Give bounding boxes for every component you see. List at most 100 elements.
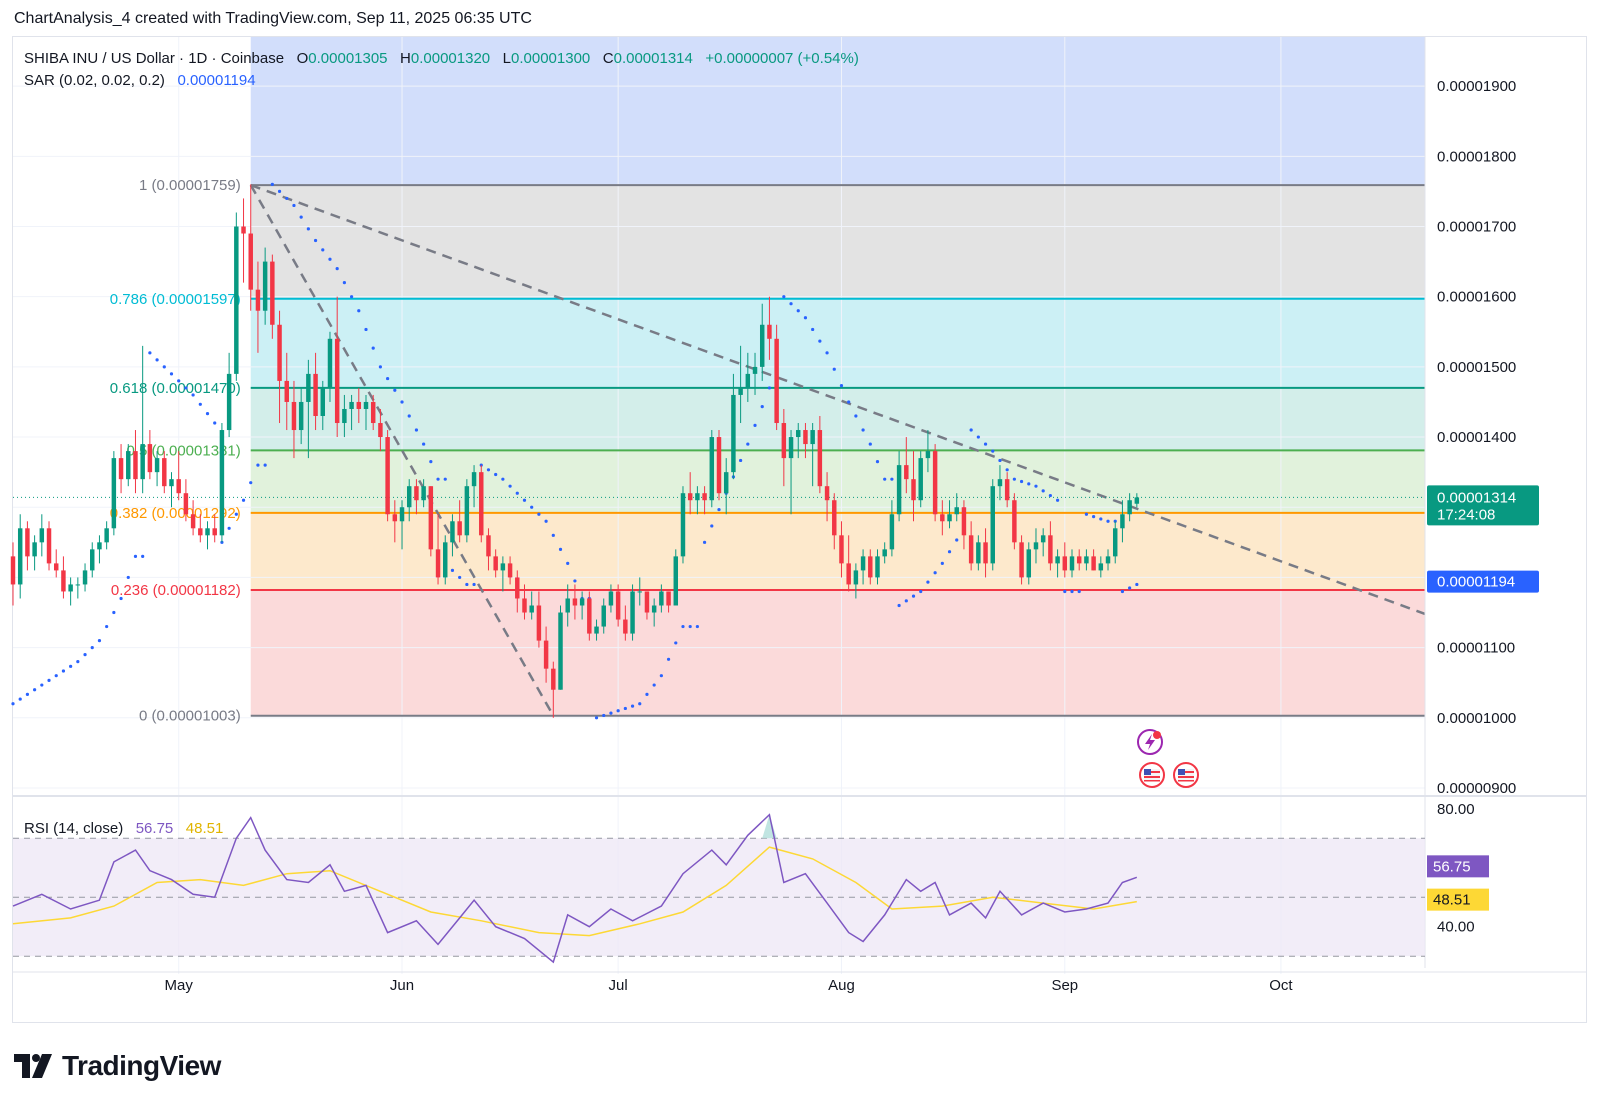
candle[interactable] <box>342 394 347 438</box>
candle[interactable] <box>659 584 664 613</box>
candle[interactable] <box>774 324 779 431</box>
candle[interactable] <box>565 584 570 627</box>
candle[interactable] <box>486 528 491 571</box>
candle[interactable] <box>587 591 592 641</box>
candle[interactable] <box>479 465 484 543</box>
candle[interactable] <box>457 500 462 543</box>
candle[interactable] <box>75 577 81 599</box>
candle[interactable] <box>579 591 585 620</box>
candle[interactable] <box>961 500 967 550</box>
candle[interactable] <box>133 430 138 494</box>
candle[interactable] <box>1084 549 1089 571</box>
candle[interactable] <box>889 500 895 557</box>
candle[interactable] <box>817 416 823 494</box>
candle[interactable] <box>1040 528 1046 557</box>
candle[interactable] <box>702 486 707 515</box>
candle[interactable] <box>219 423 225 543</box>
candle[interactable] <box>291 380 297 459</box>
candle[interactable] <box>630 584 635 641</box>
candle[interactable] <box>738 345 743 424</box>
rsi-label[interactable]: RSI (14, close) <box>24 820 124 837</box>
candle[interactable] <box>154 451 160 487</box>
candle[interactable] <box>990 479 995 571</box>
candle[interactable] <box>471 465 477 508</box>
candle[interactable] <box>68 577 73 606</box>
candle[interactable] <box>709 430 715 508</box>
candle[interactable] <box>824 472 830 522</box>
candle[interactable] <box>46 521 52 571</box>
candle[interactable] <box>853 563 859 599</box>
candle[interactable] <box>644 591 650 620</box>
candle[interactable] <box>572 584 578 620</box>
candle[interactable] <box>320 380 326 431</box>
candle[interactable] <box>529 591 534 620</box>
candle[interactable] <box>1026 542 1032 585</box>
candle[interactable] <box>226 352 232 438</box>
candle[interactable] <box>1120 500 1125 543</box>
candle[interactable] <box>61 556 66 599</box>
candle[interactable] <box>752 352 758 395</box>
candle[interactable] <box>896 451 902 522</box>
candle[interactable] <box>1012 493 1017 550</box>
candle[interactable] <box>551 661 556 718</box>
tradingview-logo[interactable]: TradingView <box>14 1050 221 1082</box>
candle[interactable] <box>111 451 117 536</box>
candle[interactable] <box>82 563 88 592</box>
candle[interactable] <box>17 514 23 599</box>
candle[interactable] <box>608 584 614 613</box>
candle[interactable] <box>90 542 95 578</box>
candle[interactable] <box>176 451 181 501</box>
candle[interactable] <box>414 479 419 515</box>
candle[interactable] <box>234 212 239 381</box>
candle[interactable] <box>680 486 686 564</box>
candle[interactable] <box>1091 549 1096 571</box>
candle[interactable] <box>10 542 16 606</box>
candle[interactable] <box>543 626 549 683</box>
candle[interactable] <box>803 423 808 459</box>
candle[interactable] <box>378 408 383 452</box>
candle[interactable] <box>623 605 628 641</box>
candle[interactable] <box>53 549 59 578</box>
candle[interactable] <box>25 521 30 571</box>
candle[interactable] <box>443 535 448 585</box>
candle[interactable] <box>392 500 398 543</box>
candle[interactable] <box>839 521 844 578</box>
candle[interactable] <box>198 514 203 543</box>
candle[interactable] <box>262 247 268 325</box>
candle[interactable] <box>536 591 542 648</box>
candle[interactable] <box>118 444 124 494</box>
candle[interactable] <box>968 521 974 571</box>
candle[interactable] <box>1112 521 1118 564</box>
candle[interactable] <box>277 310 282 424</box>
candle[interactable] <box>810 423 815 487</box>
candle[interactable] <box>248 184 253 311</box>
sar-label[interactable]: SAR (0.02, 0.02, 0.2) <box>24 72 165 89</box>
candle[interactable] <box>904 437 909 494</box>
candle[interactable] <box>1033 528 1039 564</box>
candle[interactable] <box>976 535 981 571</box>
candle[interactable] <box>832 493 837 550</box>
candle[interactable] <box>637 577 642 606</box>
candle[interactable] <box>356 387 362 424</box>
candle[interactable] <box>1076 549 1082 571</box>
candle[interactable] <box>190 500 196 536</box>
candle[interactable] <box>370 394 376 431</box>
candle[interactable] <box>932 444 938 522</box>
candle[interactable] <box>126 444 131 487</box>
candle[interactable] <box>97 535 102 564</box>
candle[interactable] <box>327 331 333 402</box>
candle[interactable] <box>298 387 304 445</box>
candle[interactable] <box>731 373 736 480</box>
candle[interactable] <box>1055 549 1060 578</box>
candle[interactable] <box>1098 556 1104 578</box>
us-flag-event-icon[interactable] <box>1139 762 1165 788</box>
candle[interactable] <box>255 261 261 353</box>
candle[interactable] <box>1019 535 1024 585</box>
candle[interactable] <box>875 549 880 585</box>
candle[interactable] <box>450 514 455 557</box>
us-flag-event-icon[interactable] <box>1173 762 1199 788</box>
candle[interactable] <box>651 598 657 627</box>
candle[interactable] <box>1004 472 1010 508</box>
candle[interactable] <box>313 352 318 431</box>
